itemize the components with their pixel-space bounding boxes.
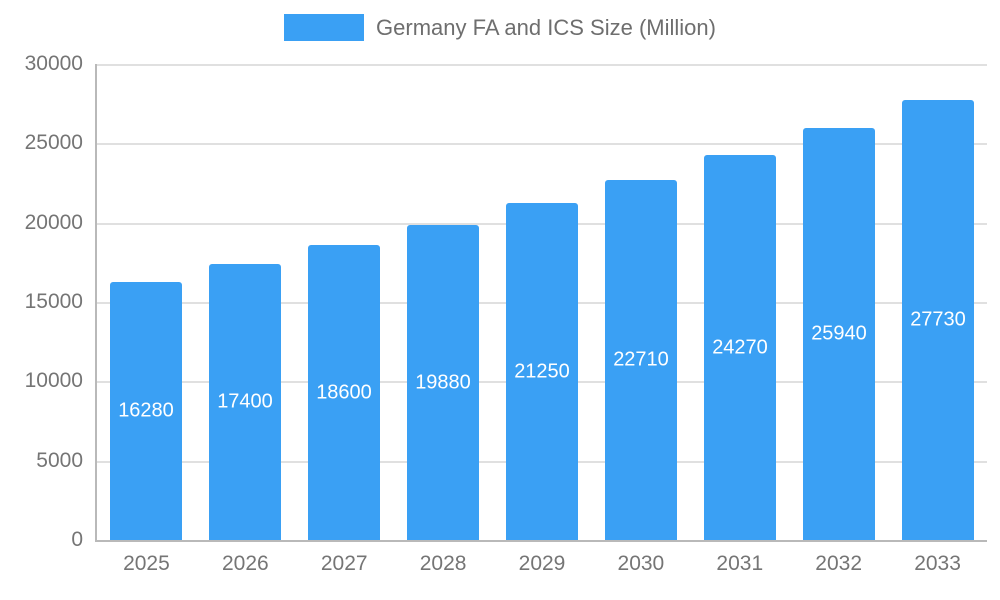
gridline <box>97 143 987 146</box>
y-tick-label: 20000 <box>24 210 83 234</box>
x-tick-label: 2029 <box>518 552 566 575</box>
y-tick-label: 25000 <box>24 131 83 155</box>
bar-value-label: 22710 <box>613 348 669 371</box>
legend: Germany FA and ICS Size (Million) <box>0 14 1000 41</box>
legend-swatch[interactable] <box>284 14 365 41</box>
bar-value-label: 24270 <box>712 336 768 358</box>
y-tick-label: 10000 <box>24 369 83 393</box>
bar-2025[interactable]: 16280 <box>110 282 182 540</box>
bar-value-label: 19880 <box>415 371 471 393</box>
bar-value-label: 18600 <box>316 381 372 403</box>
bar-value-label: 25940 <box>811 322 867 345</box>
bar-2029[interactable]: 21250 <box>506 203 578 540</box>
bar-2031[interactable]: 24270 <box>704 155 776 540</box>
bar-2030[interactable]: 22710 <box>605 180 677 540</box>
x-tick-label: 2031 <box>716 552 764 575</box>
bar-value-label: 21250 <box>514 360 570 382</box>
gridline <box>97 64 987 66</box>
x-tick-label: 2026 <box>221 552 269 575</box>
x-tick-label: 2032 <box>815 552 863 575</box>
y-tick-label: 15000 <box>24 290 83 313</box>
x-tick-label: 2033 <box>914 552 961 575</box>
bar-2027[interactable]: 18600 <box>308 245 380 540</box>
x-tick-label: 2030 <box>617 552 665 575</box>
bar-2028[interactable]: 19880 <box>407 225 479 540</box>
x-tick-label: 2028 <box>419 552 467 575</box>
y-tick-label: 30000 <box>24 52 83 75</box>
chart-title: Germany FA and ICS Size (Million) <box>376 14 716 40</box>
y-tick-label: 5000 <box>36 448 83 472</box>
plot-area: 0 5000 10000 15000 20000 25000 30000 16280 2025 1… <box>25 52 987 575</box>
bar-value-label: 16280 <box>118 399 174 422</box>
bar-2033[interactable]: 27730 <box>902 100 974 540</box>
bar-value-label: 17400 <box>217 390 273 413</box>
y-tick-label: 0 <box>71 528 83 551</box>
bar-2032[interactable]: 25940 <box>803 128 875 540</box>
x-tick-label: 2025 <box>123 552 170 575</box>
bar-2026[interactable]: 17400 <box>209 264 281 540</box>
x-tick-label: 2027 <box>320 552 368 575</box>
bar-value-label: 27730 <box>910 308 966 331</box>
